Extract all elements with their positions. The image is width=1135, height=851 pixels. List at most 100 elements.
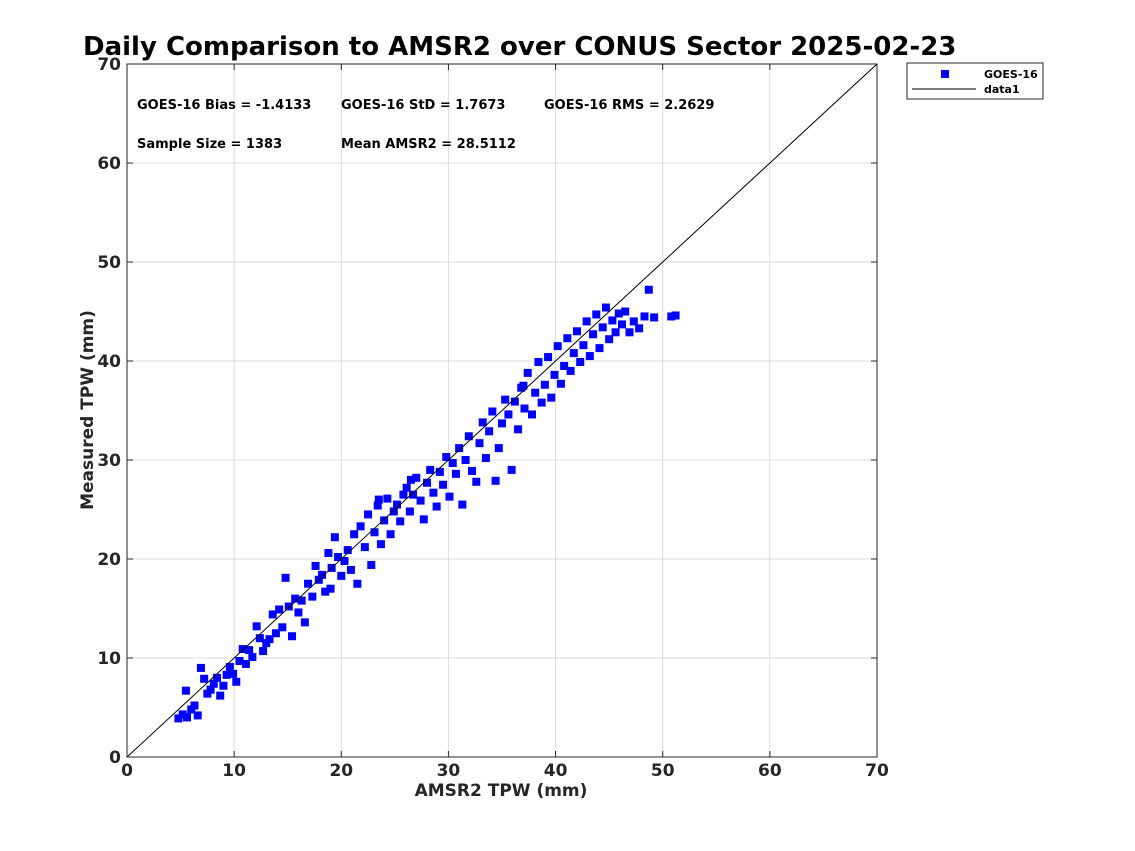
data-point bbox=[534, 357, 543, 366]
data-point bbox=[268, 610, 277, 619]
data-point bbox=[481, 454, 490, 463]
data-point bbox=[621, 307, 630, 316]
data-point bbox=[308, 592, 317, 601]
data-point bbox=[475, 439, 484, 448]
data-point bbox=[569, 349, 578, 358]
data-point bbox=[330, 533, 339, 542]
y-tick-label: 60 bbox=[97, 154, 121, 174]
data-point bbox=[235, 656, 244, 665]
data-points bbox=[174, 285, 680, 723]
x-tick-label: 30 bbox=[437, 761, 461, 781]
data-point bbox=[468, 466, 476, 475]
data-point bbox=[370, 528, 379, 537]
data-point bbox=[229, 669, 238, 678]
data-point bbox=[321, 587, 330, 596]
data-point bbox=[429, 488, 438, 497]
data-point bbox=[507, 465, 516, 474]
data-point bbox=[206, 685, 215, 694]
data-point bbox=[491, 476, 500, 485]
legend-box bbox=[906, 62, 1044, 100]
data-point bbox=[311, 561, 320, 570]
data-point bbox=[598, 323, 607, 332]
data-point bbox=[304, 579, 313, 588]
data-point bbox=[448, 458, 457, 467]
data-point bbox=[563, 334, 572, 343]
stat-sample-size: Sample Size = 1383 bbox=[137, 137, 282, 152]
legend-label-data1: data1 bbox=[984, 83, 1020, 96]
data-point bbox=[193, 711, 202, 720]
data-point bbox=[560, 361, 569, 370]
data-point bbox=[334, 553, 343, 562]
data-point bbox=[409, 490, 418, 499]
data-point bbox=[553, 342, 562, 351]
y-tick-label: 30 bbox=[97, 451, 121, 471]
reference-line-layer bbox=[126, 63, 878, 758]
y-tick-label: 20 bbox=[97, 550, 121, 570]
data-point bbox=[445, 492, 454, 501]
data-point bbox=[667, 312, 676, 321]
grid bbox=[126, 63, 878, 758]
data-point bbox=[399, 490, 408, 499]
data-point bbox=[196, 663, 205, 672]
data-point bbox=[494, 444, 503, 453]
data-point bbox=[324, 549, 333, 558]
data-point bbox=[566, 366, 575, 375]
data-point bbox=[556, 379, 565, 388]
data-point bbox=[625, 328, 634, 337]
data-point bbox=[396, 517, 405, 526]
y-tick-label: 0 bbox=[109, 748, 121, 768]
one-to-one-line bbox=[126, 63, 878, 758]
data-point bbox=[367, 560, 376, 569]
data-point bbox=[213, 673, 221, 682]
data-point bbox=[346, 565, 355, 574]
data-point bbox=[383, 494, 392, 503]
data-point bbox=[644, 285, 653, 294]
data-point bbox=[472, 477, 481, 486]
data-point bbox=[340, 556, 349, 565]
x-tick-label: 50 bbox=[651, 761, 675, 781]
data-point bbox=[582, 317, 591, 326]
data-point bbox=[278, 623, 287, 632]
stat-mean-amsr2: Mean AMSR2 = 28.5112 bbox=[341, 137, 516, 152]
data-point bbox=[618, 320, 626, 329]
x-tick-label: 10 bbox=[222, 761, 246, 781]
data-point bbox=[393, 500, 401, 509]
data-point bbox=[337, 571, 346, 580]
data-point bbox=[504, 410, 513, 419]
data-point bbox=[360, 543, 369, 552]
data-point bbox=[209, 679, 218, 688]
x-axis-label: AMSR2 TPW (mm) bbox=[415, 781, 588, 801]
data-point bbox=[419, 515, 428, 524]
data-point bbox=[406, 475, 415, 484]
y-tick-label: 10 bbox=[97, 649, 121, 669]
data-point bbox=[353, 579, 362, 588]
data-point bbox=[200, 674, 209, 683]
data-point bbox=[350, 530, 359, 539]
data-point bbox=[478, 418, 487, 427]
data-point bbox=[248, 653, 257, 662]
data-point bbox=[455, 444, 464, 453]
data-point bbox=[405, 507, 414, 516]
data-point bbox=[635, 324, 644, 333]
data-point bbox=[671, 311, 680, 320]
data-point bbox=[374, 495, 383, 504]
data-point bbox=[281, 573, 290, 582]
data-point bbox=[343, 546, 352, 555]
data-point bbox=[225, 662, 234, 671]
data-point bbox=[435, 467, 444, 476]
data-point bbox=[464, 432, 473, 441]
data-point bbox=[219, 681, 228, 690]
data-point bbox=[402, 483, 411, 492]
data-point bbox=[364, 510, 373, 519]
data-point bbox=[461, 456, 470, 464]
legend-label-goes16: GOES-16 bbox=[984, 68, 1038, 81]
data-point bbox=[640, 312, 649, 321]
data-point bbox=[259, 647, 268, 656]
data-point bbox=[595, 344, 604, 353]
data-point bbox=[501, 395, 510, 404]
data-point bbox=[576, 357, 585, 366]
data-point bbox=[238, 645, 247, 654]
data-point bbox=[423, 478, 431, 487]
